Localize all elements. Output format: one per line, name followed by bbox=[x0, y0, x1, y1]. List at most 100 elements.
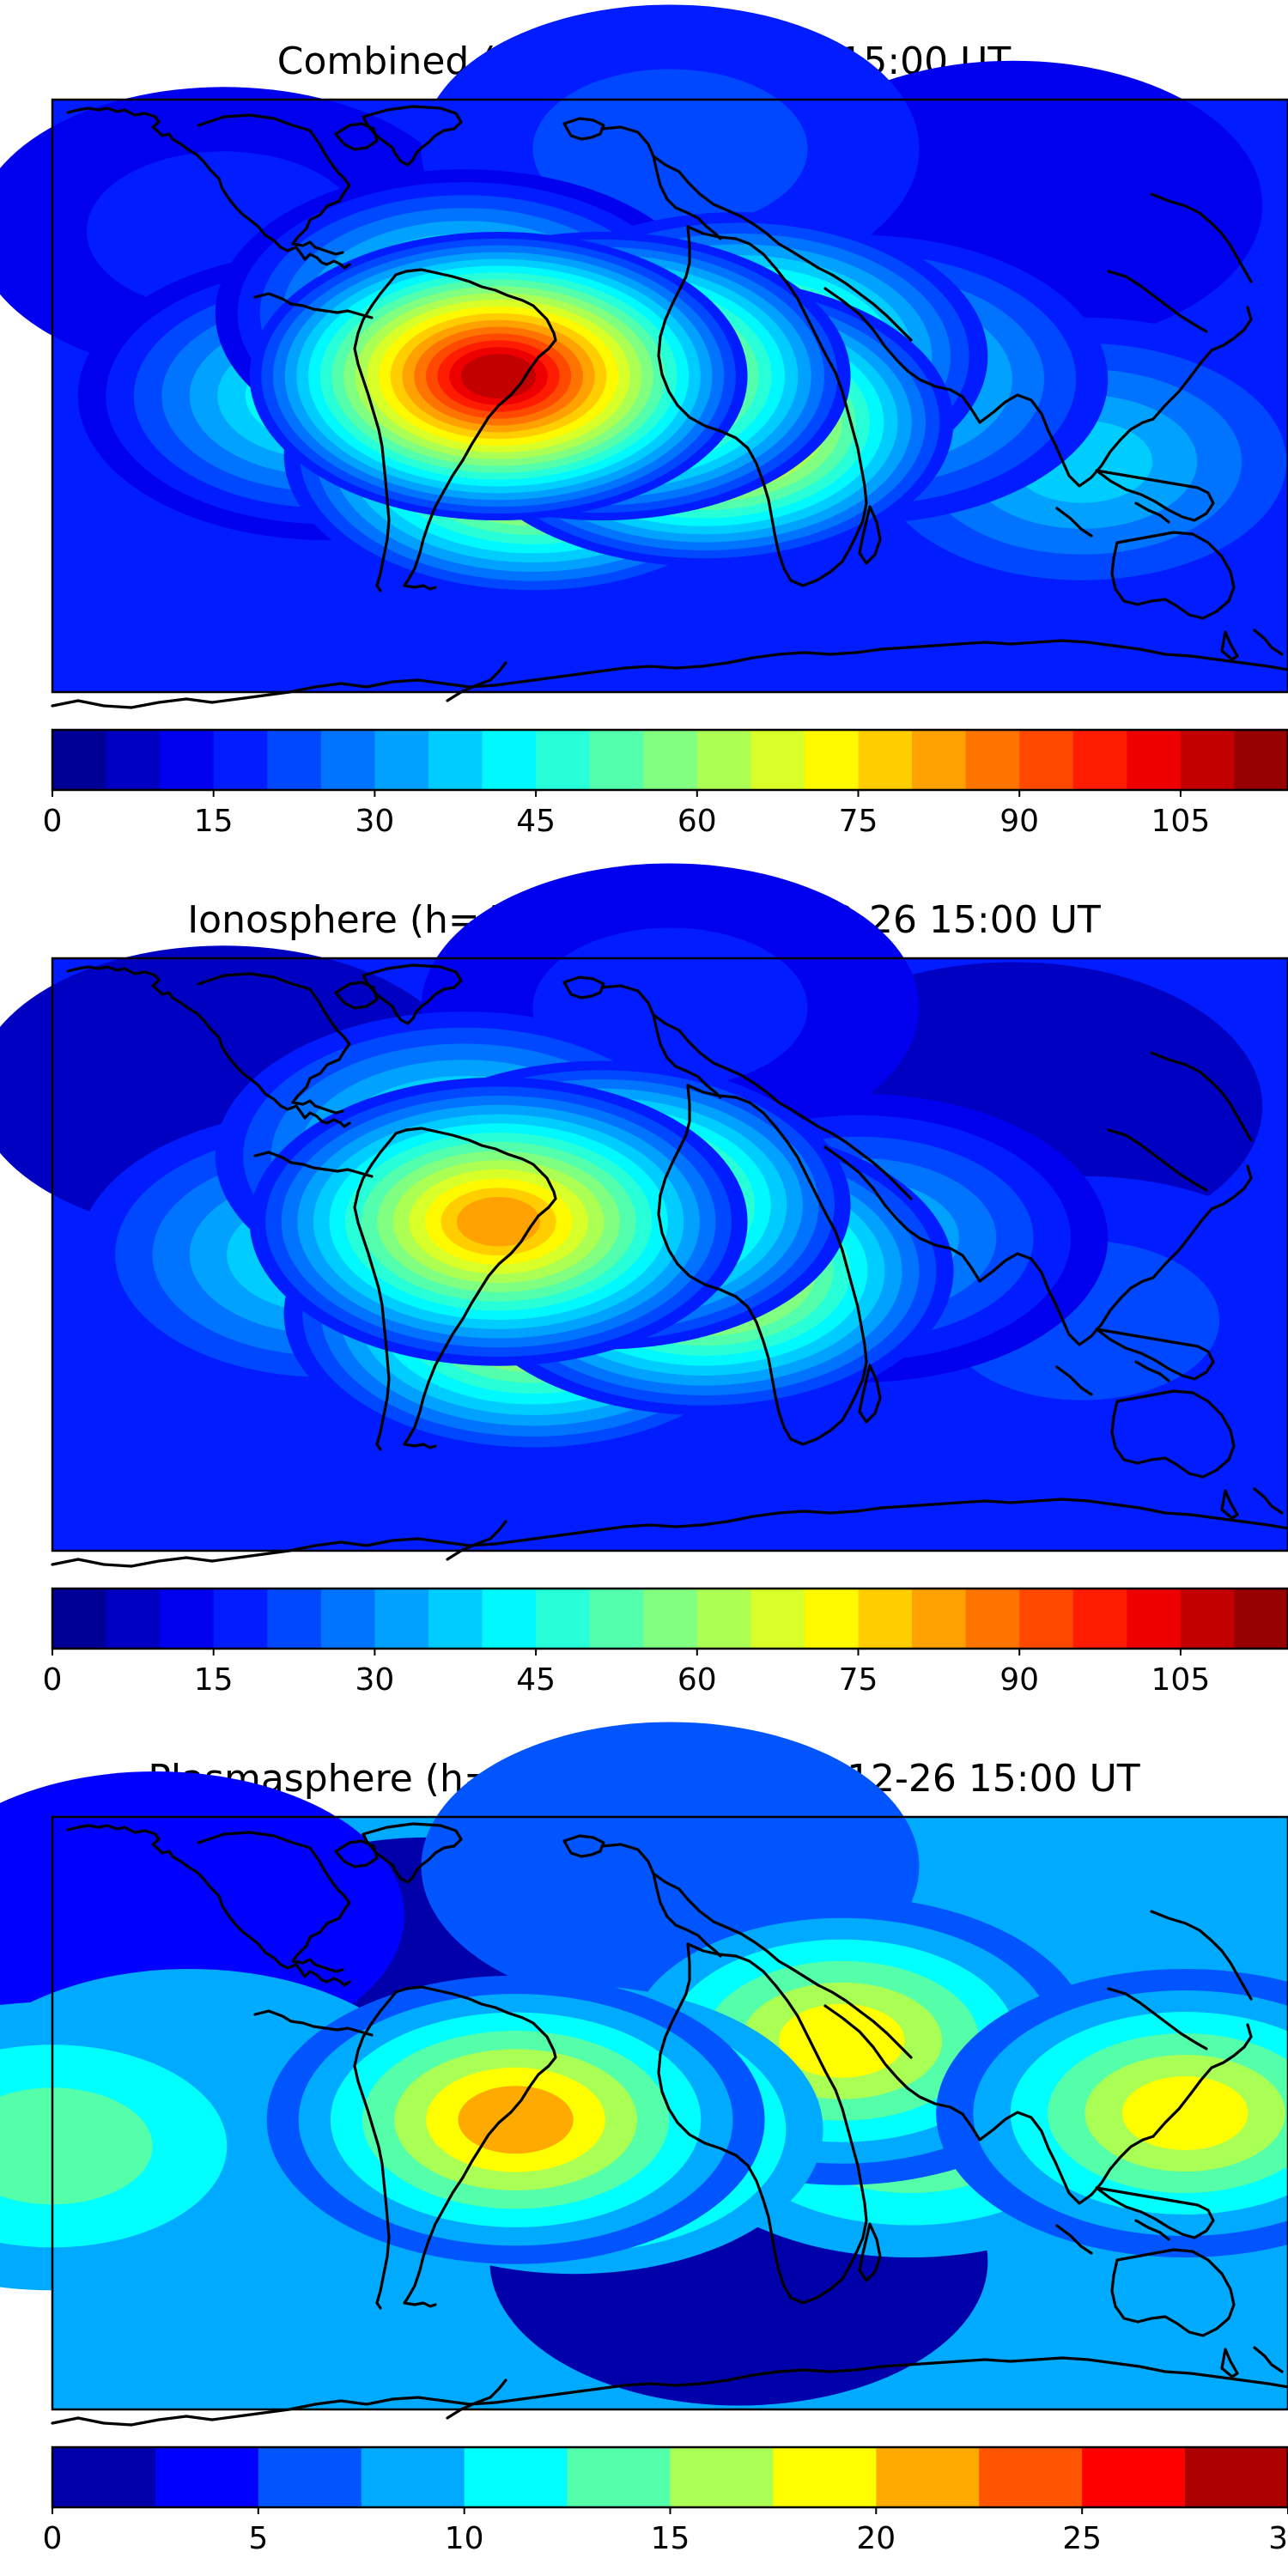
panel-3-colorbar-bin-2 bbox=[258, 2447, 362, 2507]
panel-3-colorbar-bin-8 bbox=[876, 2447, 980, 2507]
panel-3-colorbar-bin-5 bbox=[567, 2447, 671, 2507]
panel-3-colorbar-tick-label-10: 10 bbox=[445, 2521, 484, 2556]
panel-3-contour-10-6 bbox=[458, 2086, 574, 2154]
panel-1-colorbar-tick-label-0: 0 bbox=[43, 804, 63, 839]
panel-1-colorbar-bin-17 bbox=[965, 730, 1020, 790]
panel-2-colorbar-tick-label-45: 45 bbox=[516, 1662, 556, 1698]
panel-1-colorbar-bin-7 bbox=[428, 730, 483, 790]
panel-2-colorbar-bin-9 bbox=[536, 1589, 591, 1649]
panel-2-colorbar-bin-4 bbox=[267, 1589, 322, 1649]
panel-3-contour-8-5 bbox=[1121, 2076, 1249, 2150]
panel-1-colorbar-bin-0 bbox=[52, 730, 107, 790]
panel-2-colorbar-tick-label-60: 60 bbox=[677, 1662, 717, 1698]
panel-3-colorbar-tick-label-0: 0 bbox=[43, 2521, 63, 2556]
panel-2-colorbar-bin-20 bbox=[1127, 1589, 1182, 1649]
panel-2-colorbar-bin-7 bbox=[428, 1589, 483, 1649]
panel-3-colorbar-bin-7 bbox=[773, 2447, 877, 2507]
panel-1-colorbar-tick-label-60: 60 bbox=[677, 804, 717, 839]
panel-2-colorbar-bin-14 bbox=[804, 1589, 860, 1649]
panel-3-contour-field bbox=[0, 1722, 1288, 2409]
panel-1-frame bbox=[51, 98, 1288, 694]
panel-2-colorbar-bin-18 bbox=[1019, 1589, 1074, 1649]
panel-1-colorbar: 0 15 30 45 60 75 90 105 bbox=[43, 728, 1288, 839]
panel-1-colorbar-bin-20 bbox=[1127, 730, 1182, 790]
panel-1-contour-field bbox=[0, 4, 1288, 692]
panel-1-colorbar-tick-label-105: 105 bbox=[1151, 804, 1211, 839]
panel-2-colorbar: 0 15 30 45 60 75 90 105 bbox=[43, 1587, 1288, 1698]
panel-2-colorbar-tick-label-105: 105 bbox=[1151, 1662, 1211, 1698]
panel-1-colorbar-tick-label-75: 75 bbox=[839, 804, 878, 839]
panel-1-colorbar-tick-label-90: 90 bbox=[999, 804, 1039, 839]
panel-3-map bbox=[0, 1722, 1288, 2427]
panel-2-colorbar-bin-16 bbox=[912, 1589, 967, 1649]
panel-3-colorbar-tick-label-15: 15 bbox=[651, 2521, 690, 2556]
panel-2-colorbar-bin-3 bbox=[213, 1589, 268, 1649]
panel-1-colorbar-bin-4 bbox=[267, 730, 322, 790]
panel-2-colorbar-bin-17 bbox=[965, 1589, 1020, 1649]
panel-1-colorbar-bin-18 bbox=[1019, 730, 1074, 790]
panel-3-colorbar-bin-4 bbox=[464, 2447, 568, 2507]
panel-2-colorbar-bin-10 bbox=[589, 1589, 644, 1649]
panel-2-colorbar-bin-6 bbox=[374, 1589, 429, 1649]
panel-2-map bbox=[0, 863, 1288, 1568]
panel-3-colorbar-tick-label-25: 25 bbox=[1062, 2521, 1102, 2556]
panel-2-frame bbox=[51, 957, 1288, 1552]
panel-1-colorbar-bin-9 bbox=[536, 730, 591, 790]
panel-1-colorbar-bin-15 bbox=[858, 730, 913, 790]
panel-2-colorbar-bin-8 bbox=[482, 1589, 537, 1649]
panel-3-colorbar-bin-6 bbox=[670, 2447, 775, 2507]
panel-3-colorbar-bin-10 bbox=[1082, 2447, 1186, 2507]
panel-2-colorbar-tick-label-0: 0 bbox=[43, 1662, 63, 1698]
panel-2-colorbar-tick-label-75: 75 bbox=[839, 1662, 878, 1698]
panel-2-colorbar-bin-2 bbox=[160, 1589, 215, 1649]
panel-1-colorbar-bin-1 bbox=[106, 730, 161, 790]
panel-2-colorbar-tick-label-90: 90 bbox=[999, 1662, 1039, 1698]
panel-2-colorbar-bin-21 bbox=[1180, 1589, 1236, 1649]
panel-1-colorbar-bin-5 bbox=[320, 730, 375, 790]
panel-1-colorbar-tick-label-45: 45 bbox=[516, 804, 556, 839]
panel-1-colorbar-bin-21 bbox=[1180, 730, 1236, 790]
panel-1-contour-2-1 bbox=[532, 69, 808, 229]
panel-1-colorbar-bin-8 bbox=[482, 730, 537, 790]
panel-2-colorbar-tick-label-30: 30 bbox=[355, 1662, 394, 1698]
panel-1-map bbox=[0, 4, 1288, 709]
panel-3-colorbar-tick-label-30: 30 bbox=[1268, 2521, 1288, 2556]
panel-2-colorbar-bin-15 bbox=[858, 1589, 913, 1649]
panel-3-colorbar-bin-3 bbox=[361, 2447, 465, 2507]
panel-3-colorbar: 0 5 10 15 20 25 30 bbox=[43, 2445, 1288, 2556]
panel-2-colorbar-bin-22 bbox=[1234, 1589, 1288, 1649]
panel-2-colorbar-bin-11 bbox=[643, 1589, 698, 1649]
panel-1-colorbar-bin-2 bbox=[160, 730, 215, 790]
panel-2-colorbar-frame bbox=[51, 1587, 1288, 1650]
panel-3-colorbar-bin-0 bbox=[52, 2447, 156, 2507]
panel-3-colorbar-tick-label-20: 20 bbox=[856, 2521, 896, 2556]
panel-1-colorbar-bin-6 bbox=[374, 730, 429, 790]
panel-3-colorbar-bin-9 bbox=[979, 2447, 1083, 2507]
panel-1-colorbar-bin-10 bbox=[589, 730, 644, 790]
panel-2-contour-10-13 bbox=[457, 1197, 541, 1247]
panel-1-colorbar-bin-3 bbox=[213, 730, 268, 790]
panel-1-colorbar-bin-13 bbox=[750, 730, 805, 790]
panel-1-colorbar-bin-12 bbox=[696, 730, 751, 790]
panel-1-colorbar-bin-16 bbox=[912, 730, 967, 790]
panel-2-colorbar-bin-0 bbox=[52, 1589, 107, 1649]
panel-1-colorbar-tick-label-30: 30 bbox=[355, 804, 394, 839]
panel-2-colorbar-bin-5 bbox=[320, 1589, 375, 1649]
panel-2-contour-field bbox=[0, 863, 1288, 1551]
panel-1-colorbar-bin-19 bbox=[1072, 730, 1127, 790]
panel-1-colorbar-frame bbox=[51, 728, 1288, 792]
panel-2-colorbar-bin-12 bbox=[696, 1589, 751, 1649]
panel-2-colorbar-bin-1 bbox=[106, 1589, 161, 1649]
panel-3-frame bbox=[51, 1815, 1288, 2411]
panel-2-colorbar-tick-label-15: 15 bbox=[194, 1662, 234, 1698]
panel-1-colorbar-bin-14 bbox=[804, 730, 860, 790]
panel-3-colorbar-tick-label-5: 5 bbox=[248, 2521, 268, 2556]
panel-1-colorbar-bin-11 bbox=[643, 730, 698, 790]
panel-1-colorbar-tick-label-15: 15 bbox=[194, 804, 234, 839]
panel-3-colorbar-bin-11 bbox=[1185, 2447, 1288, 2507]
panel-2-colorbar-bin-13 bbox=[750, 1589, 805, 1649]
panel-1-colorbar-bin-22 bbox=[1234, 730, 1288, 790]
panel-3-colorbar-bin-1 bbox=[155, 2447, 259, 2507]
panel-2-colorbar-bin-19 bbox=[1072, 1589, 1127, 1649]
